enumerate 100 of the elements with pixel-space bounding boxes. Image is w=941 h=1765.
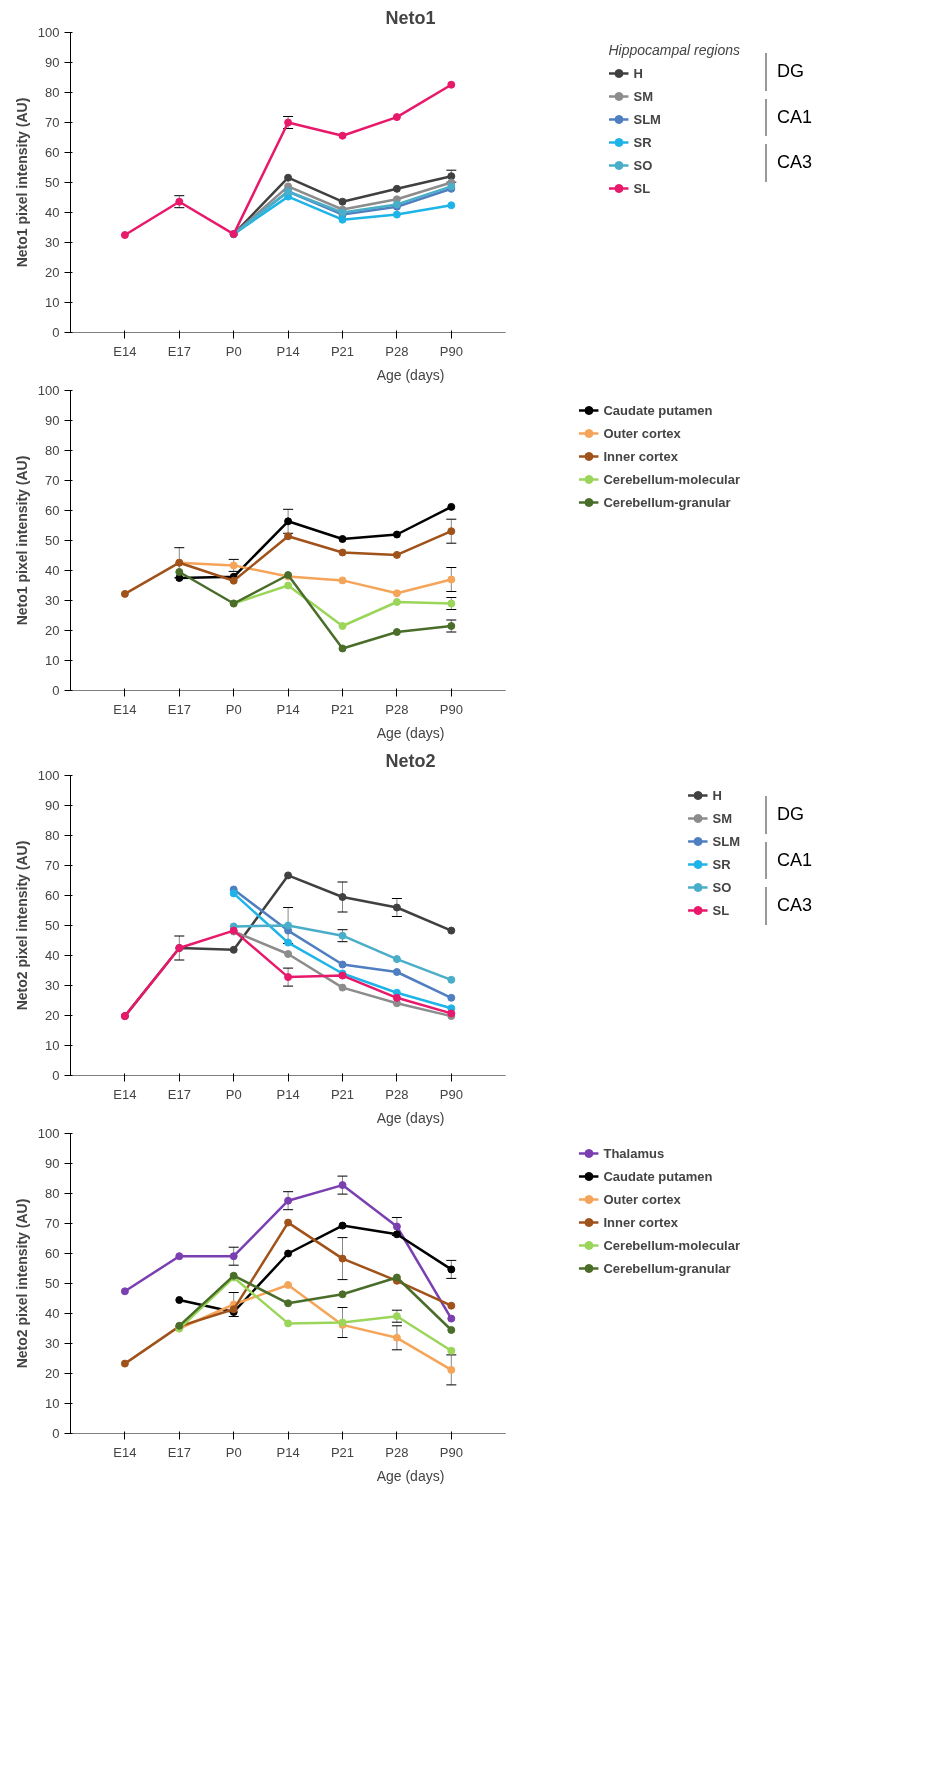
x-tick-label: P14 [276, 1444, 300, 1460]
y-tick-label: 30 [45, 1336, 60, 1351]
y-tick-label: 20 [45, 623, 60, 638]
y-tick-label: 10 [45, 1038, 60, 1053]
legend-label: SR [712, 856, 732, 872]
legend-label: SO [633, 157, 654, 173]
legend-label: Inner cortex [603, 448, 678, 464]
y-axis-title: Neto2 pixel intensity (AU) [13, 840, 30, 1011]
x-tick-label: P0 [225, 343, 242, 359]
y-tick-label: 100 [37, 383, 60, 398]
y-tick-label: 70 [45, 473, 60, 488]
legend-label: SL [633, 180, 652, 196]
y-tick-label: 50 [45, 1276, 60, 1291]
legend-label: H [633, 65, 644, 81]
y-tick-label: 20 [45, 265, 60, 280]
y-tick-label: 50 [45, 175, 60, 190]
x-tick-label: P28 [385, 343, 409, 359]
x-tick-label: E17 [167, 1086, 191, 1102]
text: DG [765, 53, 823, 91]
x-tick-label: P21 [330, 1086, 355, 1102]
y-tick-label: 30 [45, 593, 60, 608]
y-tick-label: 50 [45, 533, 60, 548]
legend-label: Outer cortex [603, 1191, 681, 1207]
y-tick-label: 80 [45, 443, 60, 458]
text: CA3 [765, 144, 823, 183]
x-tick-label: P21 [330, 1444, 355, 1460]
x-tick-label: E14 [113, 701, 137, 717]
y-tick-label: 80 [45, 1186, 60, 1201]
y-tick-label: 70 [45, 115, 60, 130]
y-tick-label: 40 [45, 1306, 60, 1321]
y-tick-label: 10 [45, 1396, 60, 1411]
y-axis-title: Neto2 pixel intensity (AU) [13, 1198, 30, 1369]
y-tick-label: 0 [52, 683, 60, 698]
y-tick-label: 20 [45, 1366, 60, 1381]
legend-label: Inner cortex [603, 1214, 678, 1230]
y-tick-label: 0 [52, 1426, 60, 1441]
legend-label: SO [712, 879, 733, 895]
chart-title: Neto1 [385, 7, 436, 28]
legend-label: SR [633, 134, 653, 150]
x-axis-title: Age (days) [376, 366, 445, 383]
x-tick-label: P0 [225, 1444, 242, 1460]
text: CA1 [765, 841, 823, 880]
x-tick-label: P90 [439, 1444, 463, 1460]
y-tick-label: 40 [45, 563, 60, 578]
x-tick-label: P14 [276, 701, 300, 717]
legend-label: Thalamus [603, 1145, 665, 1161]
x-tick-label: E17 [167, 701, 191, 717]
legend-label: Cerebellum-granular [603, 1260, 731, 1276]
legend-label: Cerebellum-granular [603, 494, 731, 510]
y-tick-label: 30 [45, 978, 60, 993]
x-tick-label: E17 [167, 343, 191, 359]
y-tick-label: 20 [45, 1008, 60, 1023]
y-tick-label: 100 [37, 1126, 60, 1141]
y-tick-label: 90 [45, 55, 60, 70]
x-tick-label: P28 [385, 1086, 409, 1102]
text: CA3 [765, 887, 823, 926]
legend-label: SL [712, 902, 731, 918]
y-tick-label: 40 [45, 205, 60, 220]
x-tick-label: P28 [385, 1444, 409, 1460]
x-tick-label: E17 [167, 1444, 191, 1460]
y-tick-label: 10 [45, 295, 60, 310]
y-tick-label: 100 [37, 25, 60, 40]
y-tick-label: 80 [45, 85, 60, 100]
y-tick-label: 70 [45, 858, 60, 873]
x-tick-label: P28 [385, 701, 409, 717]
y-tick-label: 0 [52, 1068, 60, 1083]
legend-label: SM [712, 810, 733, 826]
y-tick-label: 10 [45, 653, 60, 668]
y-tick-label: 90 [45, 798, 60, 813]
y-tick-label: 30 [45, 235, 60, 250]
y-tick-label: 100 [37, 768, 60, 783]
legend-label: Cerebellum-molecular [603, 1237, 740, 1253]
x-tick-label: P21 [330, 343, 355, 359]
y-tick-label: 60 [45, 503, 60, 518]
y-tick-label: 40 [45, 948, 60, 963]
legend-label: SLM [712, 833, 740, 849]
y-tick-label: 50 [45, 918, 60, 933]
x-tick-label: E14 [113, 343, 137, 359]
x-axis-title: Age (days) [376, 1109, 445, 1126]
x-tick-label: P90 [439, 343, 463, 359]
x-tick-label: P90 [439, 701, 463, 717]
legend-label: SM [633, 88, 654, 104]
x-axis-title: Age (days) [376, 1467, 445, 1484]
legend-label: Caudate putamen [603, 1168, 713, 1184]
y-tick-label: 60 [45, 145, 60, 160]
y-axis-title: Neto1 pixel intensity (AU) [13, 97, 30, 268]
y-tick-label: 80 [45, 828, 60, 843]
x-tick-label: P21 [330, 701, 355, 717]
legend-label: Cerebellum-molecular [603, 471, 740, 487]
y-tick-label: 70 [45, 1216, 60, 1231]
legend-label: H [712, 787, 723, 803]
y-tick-label: 0 [52, 325, 60, 340]
x-tick-label: E14 [113, 1086, 137, 1102]
chart-title: Neto2 [385, 750, 436, 771]
y-axis-title: Neto1 pixel intensity (AU) [13, 455, 30, 626]
legend-label: SLM [633, 111, 661, 127]
x-axis-title: Age (days) [376, 724, 445, 741]
x-tick-label: P14 [276, 1086, 300, 1102]
y-tick-label: 60 [45, 888, 60, 903]
legend-label: Caudate putamen [603, 402, 713, 418]
